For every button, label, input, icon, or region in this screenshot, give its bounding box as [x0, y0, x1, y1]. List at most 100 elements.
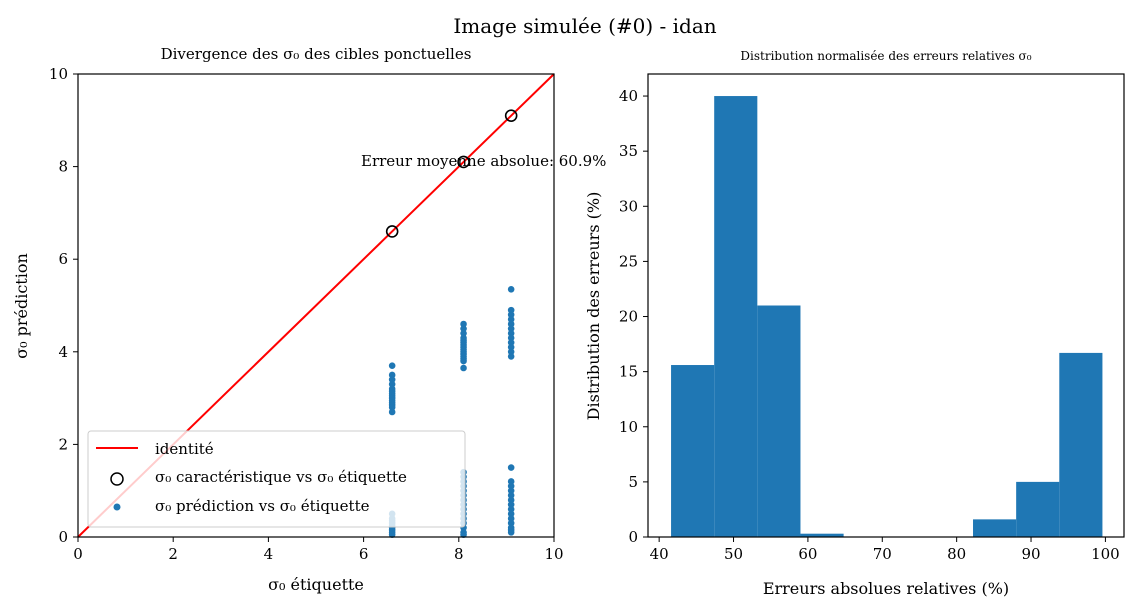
prediction-point [507, 316, 515, 323]
histogram-x-ticks: 40 50 60 70 80 90 100 [650, 537, 1120, 563]
histogram-title: Distribution normalisée des erreurs rela… [740, 49, 1031, 63]
x-tick-label: 8 [454, 545, 464, 563]
prediction-point [507, 285, 515, 293]
histogram-x-label: Erreurs absolues relatives (%) [763, 579, 1009, 598]
scatter-annotation: Erreur moyenne absolue: 60.9% [361, 152, 606, 170]
histogram-bar [671, 365, 715, 537]
prediction-point [507, 487, 515, 495]
prediction-point [388, 408, 396, 416]
scatter-x-ticks: 0 2 4 6 8 10 [73, 537, 564, 563]
prediction-point [507, 320, 515, 328]
prediction-point [507, 343, 515, 351]
histogram-bar [1059, 352, 1103, 537]
scatter-y-label: σ₀ prédiction [12, 253, 31, 359]
y-tick-label: 20 [619, 308, 638, 326]
y-tick-label: 2 [58, 435, 68, 453]
prediction-point [388, 404, 396, 411]
prediction-point [507, 353, 515, 360]
scatter-y-ticks: 0 2 4 6 8 10 [49, 65, 78, 546]
x-tick-label: 4 [264, 545, 274, 563]
prediction-point [507, 492, 515, 499]
x-tick-label: 40 [650, 545, 669, 563]
prediction-point [460, 357, 467, 365]
prediction-point [388, 376, 396, 383]
prediction-point [507, 348, 515, 356]
prediction-point [460, 325, 467, 332]
prediction-point [507, 515, 515, 522]
x-tick-label: 50 [724, 545, 743, 563]
prediction-point [507, 482, 515, 490]
legend-dot-swatch [113, 503, 121, 511]
scatter-axes-frame [77, 73, 555, 538]
prediction-point [460, 364, 467, 372]
x-tick-label: 6 [359, 545, 369, 563]
scatter-panel: Divergence des σ₀ des cibles ponctuelles… [12, 45, 606, 594]
y-tick-label: 40 [619, 87, 638, 105]
y-tick-label: 10 [619, 418, 638, 436]
prediction-point [507, 478, 515, 485]
y-tick-label: 30 [619, 197, 638, 215]
legend-label-prediction: σ₀ prédiction vs σ₀ étiquette [155, 497, 370, 515]
y-tick-label: 10 [49, 65, 68, 83]
y-tick-label: 0 [58, 528, 68, 546]
legend-open-circle-swatch [110, 472, 124, 486]
scatter-x-label: σ₀ étiquette [268, 575, 364, 594]
x-tick-label: 0 [73, 545, 83, 563]
histogram-bars [671, 96, 1103, 538]
characteristic-point [504, 109, 518, 122]
prediction-point [507, 311, 515, 319]
prediction-point [388, 531, 396, 538]
histogram-bar [800, 533, 844, 537]
prediction-point [460, 531, 467, 538]
characteristic-point [457, 155, 470, 169]
prediction-point [507, 464, 515, 471]
histogram-axes-frame [647, 73, 1125, 538]
histogram-bar [757, 305, 801, 537]
prediction-point [507, 501, 515, 508]
histogram-y-label: Distribution des erreurs (%) [584, 192, 603, 421]
y-tick-label: 4 [58, 343, 68, 361]
y-tick-label: 0 [628, 528, 638, 546]
x-tick-label: 90 [1021, 545, 1040, 563]
prediction-point [507, 505, 515, 513]
prediction-point [507, 510, 515, 518]
histogram-bar [973, 519, 1017, 537]
characteristic-point [385, 225, 399, 238]
scatter-title: Divergence des σ₀ des cibles ponctuelles [161, 45, 472, 63]
prediction-point [507, 529, 515, 536]
x-tick-label: 70 [873, 545, 892, 563]
histogram-y-ticks: 0 5 10 15 20 25 30 35 40 [619, 87, 648, 546]
prediction-point [507, 325, 515, 332]
x-tick-label: 2 [168, 545, 178, 563]
y-tick-label: 35 [619, 142, 638, 160]
histogram-bar [714, 96, 758, 538]
x-tick-label: 10 [544, 545, 563, 563]
figure-suptitle: Image simulée (#0) - idan [453, 14, 716, 38]
histogram-panel: Distribution normalisée des erreurs rela… [584, 49, 1125, 598]
prediction-point [388, 371, 396, 379]
legend-label-identity: identité [155, 440, 214, 458]
prediction-point [388, 380, 396, 388]
x-tick-label: 60 [798, 545, 817, 563]
y-tick-label: 8 [58, 158, 68, 176]
histogram-bar [1016, 481, 1060, 537]
prediction-point [507, 329, 515, 337]
scatter-legend: identité σ₀ caractéristique vs σ₀ étique… [87, 430, 466, 528]
x-tick-label: 80 [947, 545, 966, 563]
prediction-point [507, 496, 515, 504]
y-tick-label: 5 [628, 473, 638, 491]
y-tick-label: 6 [58, 250, 68, 268]
prediction-point [507, 306, 515, 314]
x-tick-label: 100 [1091, 545, 1120, 563]
legend-frame [87, 430, 466, 528]
prediction-point [388, 362, 396, 369]
prediction-point [507, 519, 515, 527]
y-tick-label: 15 [619, 363, 638, 381]
prediction-point [507, 334, 515, 342]
prediction-point [460, 329, 467, 337]
prediction-point [507, 339, 515, 346]
prediction-point [460, 320, 467, 328]
y-tick-label: 25 [619, 252, 638, 270]
legend-label-characteristic: σ₀ caractéristique vs σ₀ étiquette [155, 468, 407, 486]
